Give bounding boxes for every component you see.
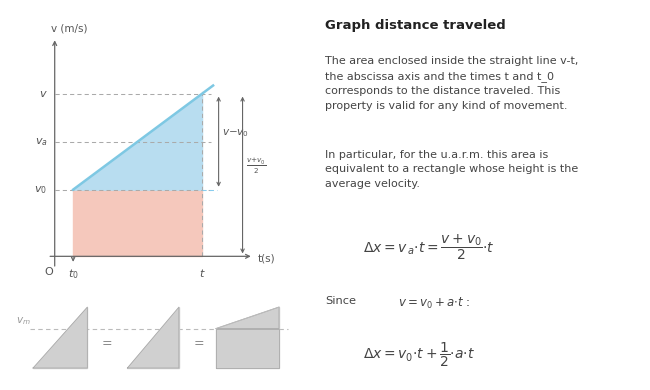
Text: The area enclosed inside the straight line v-t,
the abscissa axis and the times : The area enclosed inside the straight li… [325,57,578,111]
Text: $v = v_0 + a{\cdot}t$ :: $v = v_0 + a{\cdot}t$ : [398,296,471,311]
Text: =: = [194,337,204,351]
Text: In particular, for the u.a.r.m. this area is
equivalent to a rectangle whose hei: In particular, for the u.a.r.m. this are… [325,150,578,189]
Text: $\Delta x = v_{\,a}{\cdot}t = \dfrac{v+v_0}{2}{\cdot}t$: $\Delta x = v_{\,a}{\cdot}t = \dfrac{v+v… [363,232,495,262]
Text: $v_0$: $v_0$ [34,184,47,195]
Text: t(s): t(s) [257,254,275,263]
Text: $t_0$: $t_0$ [68,267,79,280]
Text: $v{-}v_0$: $v{-}v_0$ [222,128,250,139]
Text: $v_m$: $v_m$ [16,315,31,327]
Text: $t$: $t$ [199,267,205,279]
Polygon shape [216,328,279,368]
Text: O: O [45,267,53,277]
Text: $\Delta x = v_0{\cdot}t + \dfrac{1}{2}{\cdot}a{\cdot}t$: $\Delta x = v_0{\cdot}t + \dfrac{1}{2}{\… [363,341,475,369]
Polygon shape [216,307,279,328]
Polygon shape [33,307,87,368]
Text: =: = [102,337,112,351]
Text: $v$: $v$ [38,89,47,99]
Text: Since: Since [325,296,356,306]
Text: $v_a$: $v_a$ [34,136,47,147]
Polygon shape [127,307,179,368]
Text: v (m/s): v (m/s) [51,23,88,33]
Text: $\frac{v{+}v_0}{2}$: $\frac{v{+}v_0}{2}$ [246,157,266,176]
Text: Graph distance traveled: Graph distance traveled [325,19,506,32]
